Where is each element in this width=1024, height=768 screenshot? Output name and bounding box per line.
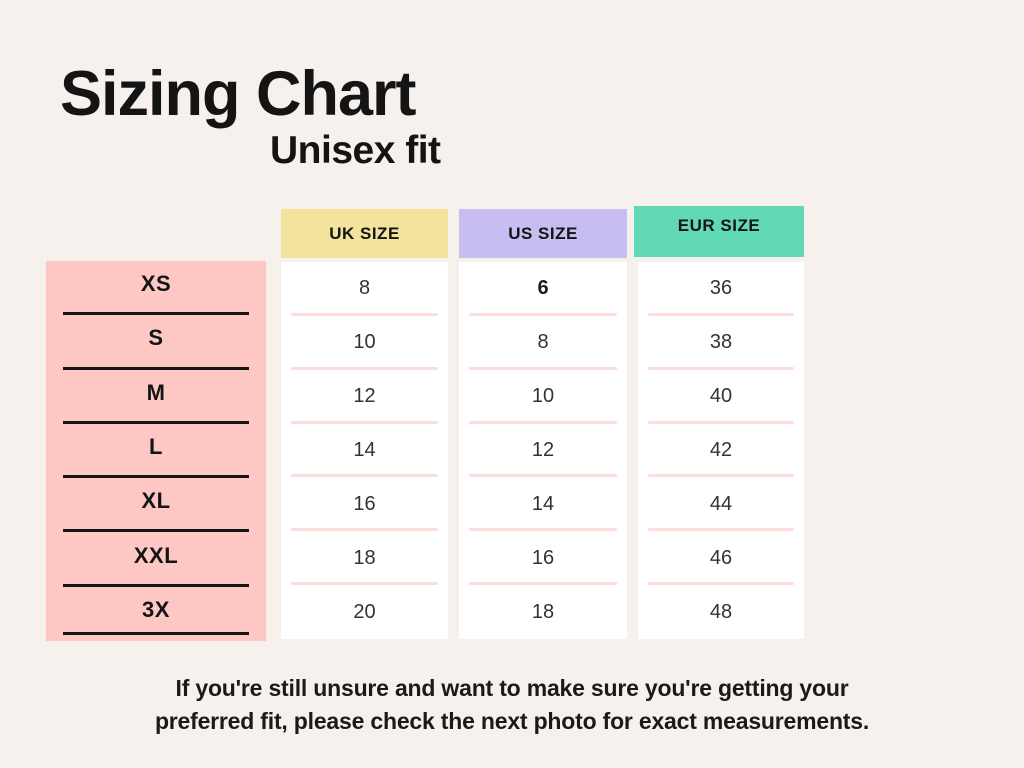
size-underline — [63, 583, 249, 587]
eur-value-row: 42 — [638, 424, 804, 478]
row-separator — [647, 582, 795, 586]
us-size-header-label: US SIZE — [508, 223, 578, 243]
size-labels-column: XS S M L XL XXL 3X — [46, 261, 266, 641]
uk-value: 18 — [353, 546, 376, 569]
eur-value: 38 — [709, 331, 733, 354]
uk-value-row: 18 — [281, 531, 448, 586]
page-subtitle: Unisex fit — [270, 129, 441, 172]
size-row-m: M — [46, 370, 266, 424]
page-title: Sizing Chart — [60, 59, 417, 129]
eur-value-row: 44 — [638, 477, 804, 532]
row-separator — [291, 528, 438, 532]
size-row-3x: 3X — [46, 587, 266, 641]
us-value-row: 18 — [459, 585, 627, 639]
footer-note-line2: preferred fit, please check the next pho… — [154, 707, 870, 734]
size-underline — [63, 631, 249, 635]
eur-value-row: 40 — [638, 370, 804, 424]
us-value: 8 — [537, 331, 549, 354]
row-separator — [647, 366, 795, 370]
uk-value: 10 — [353, 331, 376, 354]
uk-size-header-label: UK SIZE — [329, 223, 400, 243]
uk-value: 12 — [353, 385, 376, 408]
row-separator — [647, 528, 795, 532]
us-value-row: 14 — [459, 477, 627, 532]
row-separator — [469, 528, 617, 532]
us-value: 10 — [531, 385, 555, 408]
eur-value: 46 — [709, 546, 733, 569]
size-label: M — [146, 379, 166, 405]
row-separator — [469, 582, 617, 586]
us-value: 6 — [537, 277, 549, 300]
size-label: XS — [140, 271, 172, 297]
row-separator — [469, 312, 617, 316]
row-separator — [291, 474, 438, 478]
uk-value-row: 20 — [281, 585, 448, 639]
eur-value: 42 — [709, 439, 733, 461]
footer-note-line1: If you're still unsure and want to make … — [175, 675, 849, 701]
uk-value: 14 — [353, 439, 376, 461]
row-separator — [291, 420, 438, 424]
us-value: 16 — [531, 546, 555, 569]
eur-size-column: 36 38 40 42 44 46 48 — [638, 262, 804, 639]
us-value-row: 10 — [459, 370, 627, 424]
size-row-xs: XS — [46, 261, 266, 316]
size-label: XL — [141, 488, 171, 514]
size-underline — [63, 420, 249, 424]
row-separator — [647, 420, 795, 424]
uk-value: 20 — [353, 600, 376, 623]
eur-value: 44 — [709, 492, 733, 515]
size-row-s: S — [46, 315, 266, 370]
us-value-row: 12 — [459, 424, 627, 478]
size-underline — [63, 475, 249, 479]
size-row-xl: XL — [46, 478, 266, 533]
eur-size-header: EUR SIZE — [634, 206, 804, 257]
eur-size-header-label: EUR SIZE — [677, 215, 761, 235]
eur-value-row: 36 — [638, 262, 804, 316]
us-size-header: US SIZE — [459, 209, 627, 258]
eur-value: 36 — [709, 277, 733, 300]
size-row-xxl: XXL — [46, 532, 266, 587]
uk-value: 16 — [353, 492, 376, 515]
eur-value-row: 46 — [638, 531, 804, 586]
uk-value-row: 8 — [281, 262, 448, 316]
row-separator — [291, 312, 438, 316]
row-separator — [291, 582, 438, 586]
size-label: L — [149, 433, 163, 459]
size-underline — [63, 529, 249, 533]
us-value: 18 — [531, 600, 555, 623]
eur-value: 40 — [709, 385, 733, 408]
uk-value-row: 14 — [281, 424, 448, 478]
size-label: 3X — [142, 596, 170, 622]
row-separator — [647, 312, 795, 316]
size-row-l: L — [46, 424, 266, 479]
us-value: 14 — [531, 492, 555, 515]
row-separator — [469, 366, 617, 370]
us-value: 12 — [531, 439, 555, 461]
row-separator — [469, 474, 617, 478]
eur-value-row: 48 — [638, 585, 804, 639]
uk-value-row: 10 — [281, 316, 448, 370]
size-underline — [63, 366, 249, 370]
us-value-row: 8 — [459, 316, 627, 370]
eur-value-row: 38 — [638, 316, 804, 370]
size-label: XXL — [133, 542, 179, 568]
footer-note: If you're still unsure and want to make … — [0, 672, 1024, 737]
size-underline — [63, 312, 249, 316]
us-value-row: 16 — [459, 531, 627, 586]
us-size-column: 6 8 10 12 14 16 18 — [459, 262, 627, 639]
row-separator — [469, 420, 617, 424]
row-separator — [291, 366, 438, 370]
size-label: S — [148, 325, 164, 351]
uk-value: 8 — [358, 277, 371, 300]
uk-size-header: UK SIZE — [281, 209, 448, 258]
eur-value: 48 — [709, 600, 733, 623]
us-value-row: 6 — [459, 262, 627, 316]
row-separator — [647, 474, 795, 478]
uk-value-row: 12 — [281, 370, 448, 424]
uk-value-row: 16 — [281, 477, 448, 532]
uk-size-column: 8 10 12 14 16 18 20 — [281, 262, 448, 639]
